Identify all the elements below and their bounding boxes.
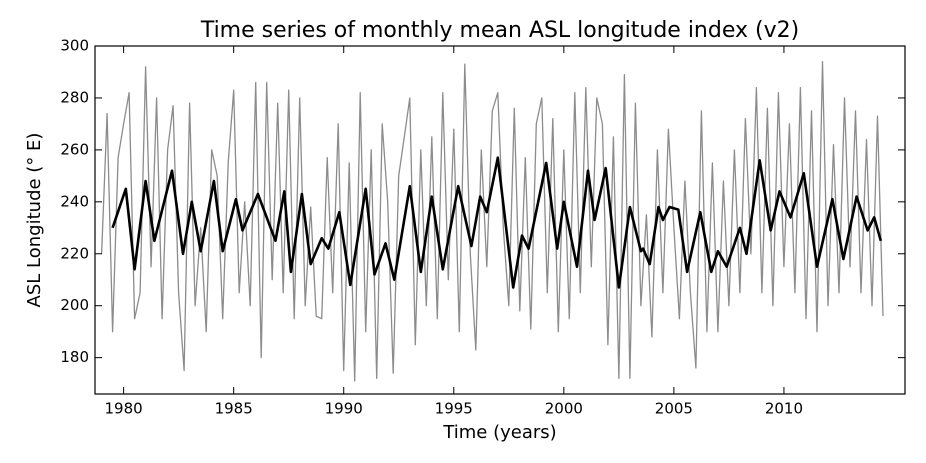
x-tick-label: 1985 bbox=[215, 400, 253, 418]
series-line bbox=[111, 156, 883, 289]
y-tick-label: 220 bbox=[60, 244, 89, 262]
y-tick-label: 200 bbox=[60, 296, 89, 314]
y-tick-label: 300 bbox=[60, 37, 89, 55]
x-tick-label: 1995 bbox=[435, 400, 473, 418]
plot-frame bbox=[94, 45, 906, 395]
x-tick-label: 2010 bbox=[765, 400, 803, 418]
y-tick-label: 180 bbox=[60, 348, 89, 366]
y-tick-label: 280 bbox=[60, 88, 89, 106]
plot-area bbox=[100, 60, 884, 382]
x-axis-label: Time (years) bbox=[442, 422, 556, 443]
x-tick-label: 1990 bbox=[325, 400, 363, 418]
y-axis-label: ASL Longitude (° E) bbox=[24, 133, 45, 308]
x-tick-label: 2000 bbox=[545, 400, 583, 418]
y-tick-label: 240 bbox=[60, 192, 89, 210]
y-tick-label: 260 bbox=[60, 140, 89, 158]
x-tick-label: 2005 bbox=[655, 400, 693, 418]
chart-title: Time series of monthly mean ASL longitud… bbox=[200, 18, 799, 43]
x-tick-label: 1980 bbox=[105, 400, 143, 418]
series-line bbox=[100, 60, 884, 382]
